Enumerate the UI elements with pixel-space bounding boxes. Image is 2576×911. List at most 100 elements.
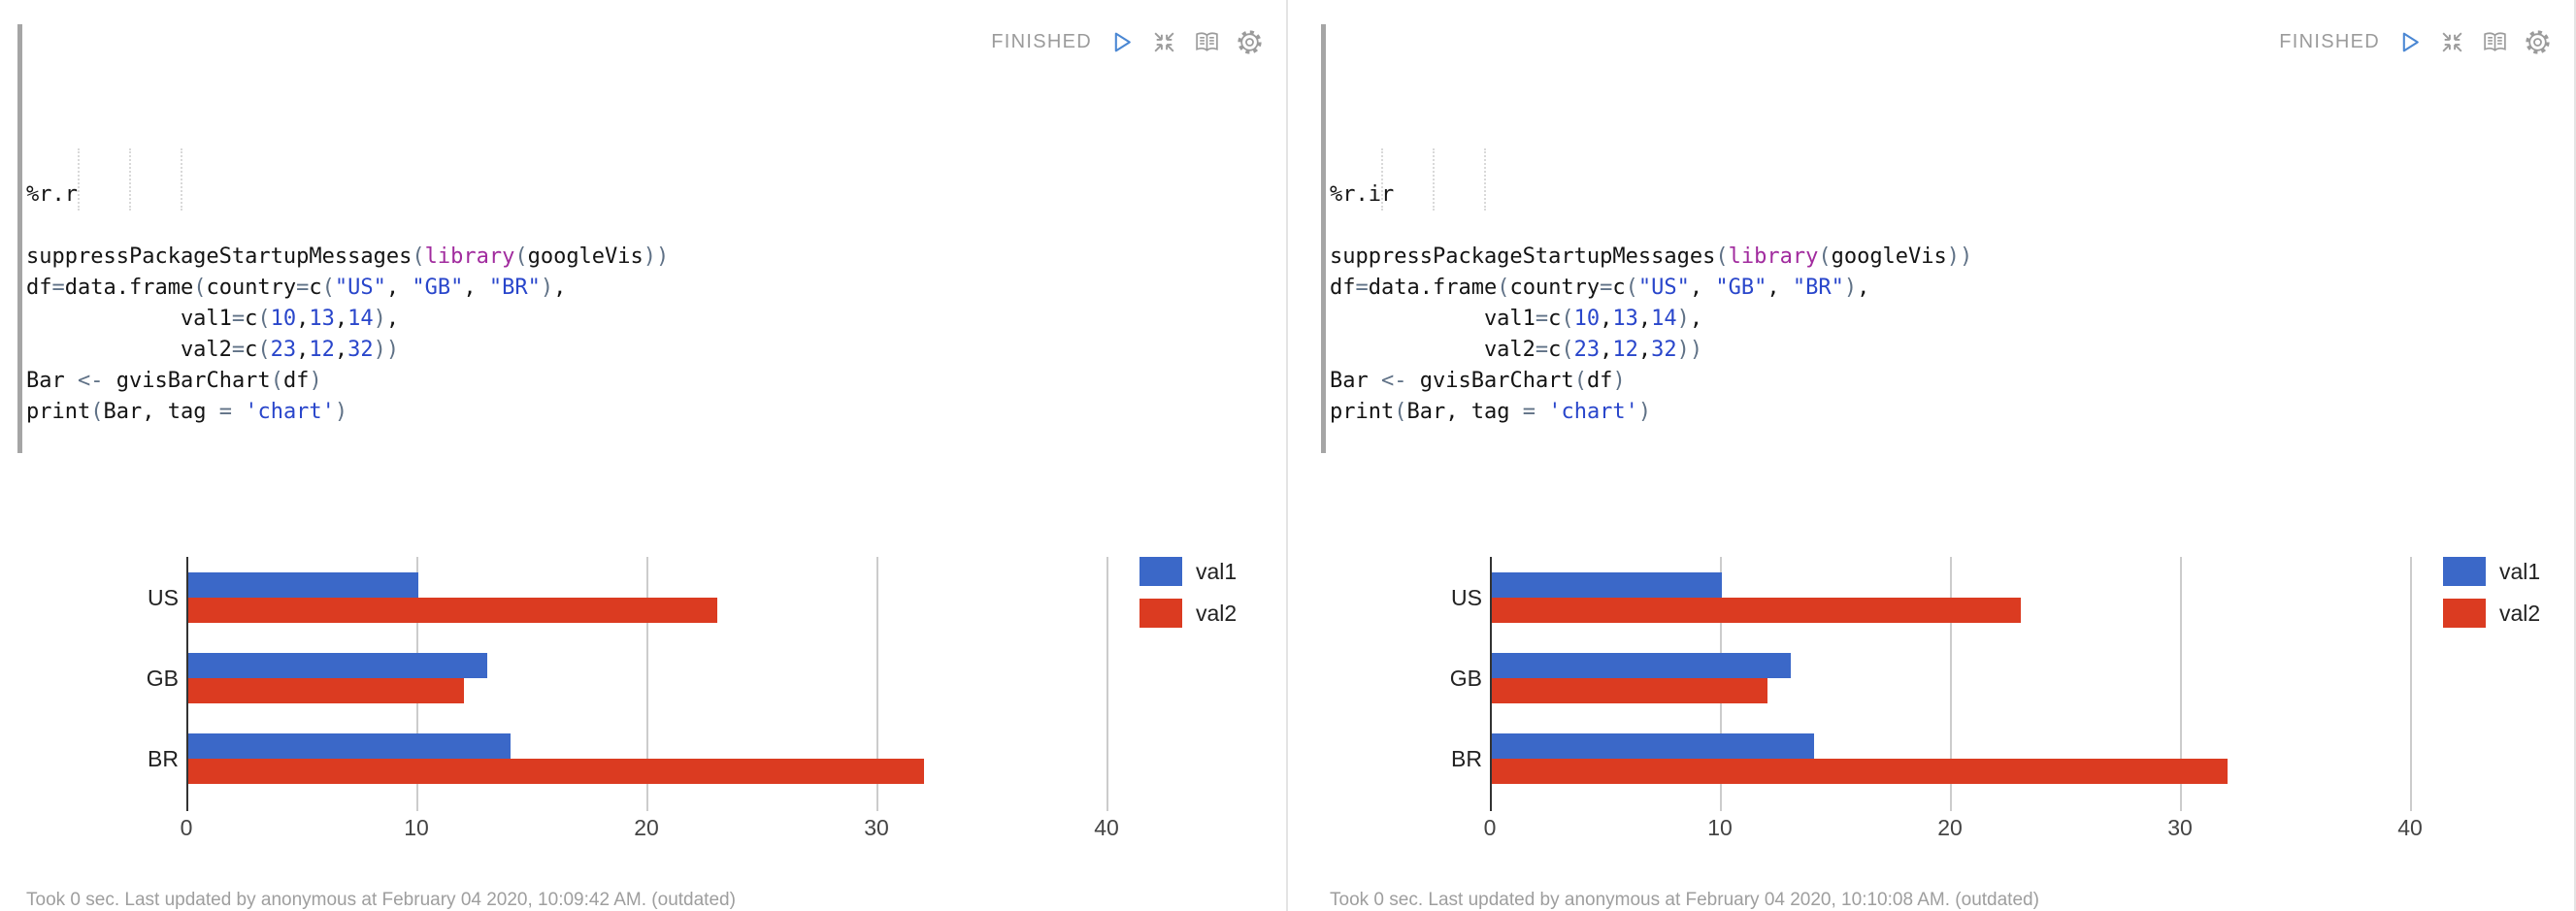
code-token: )) — [373, 338, 400, 362]
notebook-paragraph: FINISHED — [1288, 0, 2576, 911]
code-token: ( — [514, 244, 528, 269]
gridline — [1950, 557, 1952, 811]
code-token: Bar — [1330, 369, 1381, 393]
collapse-icon[interactable] — [2439, 29, 2465, 55]
code-token: = — [1355, 276, 1369, 300]
code-token: Bar — [26, 369, 78, 393]
code-token: ) — [1612, 369, 1626, 393]
code-token: c — [309, 276, 322, 300]
code-token: c — [245, 338, 258, 362]
code-token: )) — [1946, 244, 1973, 269]
x-axis-tick-label: 40 — [1094, 815, 1119, 840]
gridline — [2180, 557, 2182, 811]
code-line — [1330, 211, 2059, 242]
code-token: , — [1689, 307, 1703, 331]
code-token: ( — [1394, 400, 1407, 424]
code-token: ) — [309, 369, 322, 393]
code-line: val2=c(23,12,32)) — [1330, 335, 2059, 366]
code-token: ( — [270, 369, 283, 393]
code-token: c — [245, 307, 258, 331]
code-editor[interactable]: %r.r suppressPackageStartupMessages(libr… — [17, 24, 755, 453]
legend-swatch-val1 — [2443, 557, 2486, 586]
code-token: "US" — [334, 276, 386, 300]
code-token: ( — [257, 338, 271, 362]
bar-val1-GB[interactable] — [188, 653, 488, 679]
collapse-icon[interactable] — [1151, 29, 1177, 55]
code-token: c — [1548, 307, 1562, 331]
code-token: %r.ir — [1330, 182, 1395, 207]
code-token: 14 — [1651, 307, 1677, 331]
paragraph-footer: Took 0 sec. Last updated by anonymous at… — [1330, 890, 2039, 910]
category-label: GB — [1449, 666, 1482, 691]
gridline — [876, 557, 878, 811]
code-token: googleVis — [527, 244, 644, 269]
code-line: val2=c(23,12,32)) — [26, 335, 755, 366]
code-line: print(Bar, tag = 'chart') — [26, 397, 755, 428]
bar-val1-US[interactable] — [1492, 571, 1722, 598]
code-line: Bar <- gvisBarChart(df) — [26, 366, 755, 397]
category-label: US — [1451, 584, 1482, 610]
bar-val2-US[interactable] — [1492, 597, 2022, 623]
legend-label-val1: val1 — [2499, 559, 2541, 584]
code-token: country — [1509, 276, 1601, 300]
code-token: ( — [321, 276, 335, 300]
code-token: , — [1689, 276, 1716, 300]
code-token: "BR" — [488, 276, 541, 300]
bar-val1-US[interactable] — [188, 571, 418, 598]
code-token: ( — [412, 244, 425, 269]
code-line: %r.r — [26, 179, 755, 211]
code-token: data.frame — [64, 276, 194, 300]
code-token: %r.r — [26, 182, 78, 207]
gridline — [646, 557, 648, 811]
status-badge: FINISHED — [2279, 31, 2380, 52]
bar-val2-BR[interactable] — [1492, 759, 2229, 785]
bar-val1-BR[interactable] — [188, 733, 511, 760]
x-axis-tick-label: 20 — [634, 815, 659, 840]
code-token: , — [296, 338, 310, 362]
code-token: 13 — [309, 307, 335, 331]
code-token: ( — [193, 276, 207, 300]
paragraph-controls: FINISHED — [991, 29, 1263, 55]
code-token: 23 — [270, 338, 297, 362]
code-token: = — [231, 307, 246, 331]
indent-guide — [1432, 148, 1435, 211]
code-block: %r.ir suppressPackageStartupMessages(lib… — [1330, 24, 2059, 428]
y-axis-line — [1490, 557, 1492, 811]
bar-val2-BR[interactable] — [188, 759, 925, 785]
code-token: ( — [90, 400, 104, 424]
code-line: print(Bar, tag = 'chart') — [1330, 397, 2059, 428]
bar-val2-US[interactable] — [188, 597, 718, 623]
code-token: library — [424, 244, 515, 269]
status-badge: FINISHED — [991, 31, 1092, 52]
legend-label-val2: val2 — [2499, 601, 2541, 626]
book-icon[interactable] — [1194, 29, 1220, 55]
code-token: ) — [1637, 400, 1652, 424]
code-token: ) — [1676, 307, 1690, 331]
bar-val2-GB[interactable] — [188, 678, 465, 704]
indent-guide — [1380, 148, 1383, 211]
code-token: 13 — [1612, 307, 1638, 331]
code-token: )) — [643, 244, 670, 269]
code-token: c — [1548, 338, 1562, 362]
category-label: GB — [146, 666, 179, 691]
bar-val2-GB[interactable] — [1492, 678, 1768, 704]
code-token: val1 — [26, 307, 232, 331]
book-icon[interactable] — [2482, 29, 2508, 55]
code-token: <- — [1380, 369, 1420, 393]
code-editor[interactable]: %r.ir suppressPackageStartupMessages(lib… — [1321, 24, 2059, 453]
code-token: print — [1330, 400, 1395, 424]
code-token: ) — [540, 276, 554, 300]
code-token: c — [1612, 276, 1626, 300]
bar-val1-BR[interactable] — [1492, 733, 1814, 760]
code-line: Bar <- gvisBarChart(df) — [1330, 366, 2059, 397]
gear-icon[interactable] — [1237, 29, 1263, 55]
gear-icon[interactable] — [2525, 29, 2551, 55]
notebook-paragraph: FINISHED — [17, 0, 1288, 911]
bar-val1-GB[interactable] — [1492, 653, 1792, 679]
code-token: 32 — [1651, 338, 1677, 362]
code-token: val2 — [26, 338, 232, 362]
play-icon[interactable] — [1108, 29, 1135, 55]
code-token: , — [1637, 307, 1652, 331]
play-icon[interactable] — [2396, 29, 2423, 55]
code-token: "BR" — [1792, 276, 1844, 300]
